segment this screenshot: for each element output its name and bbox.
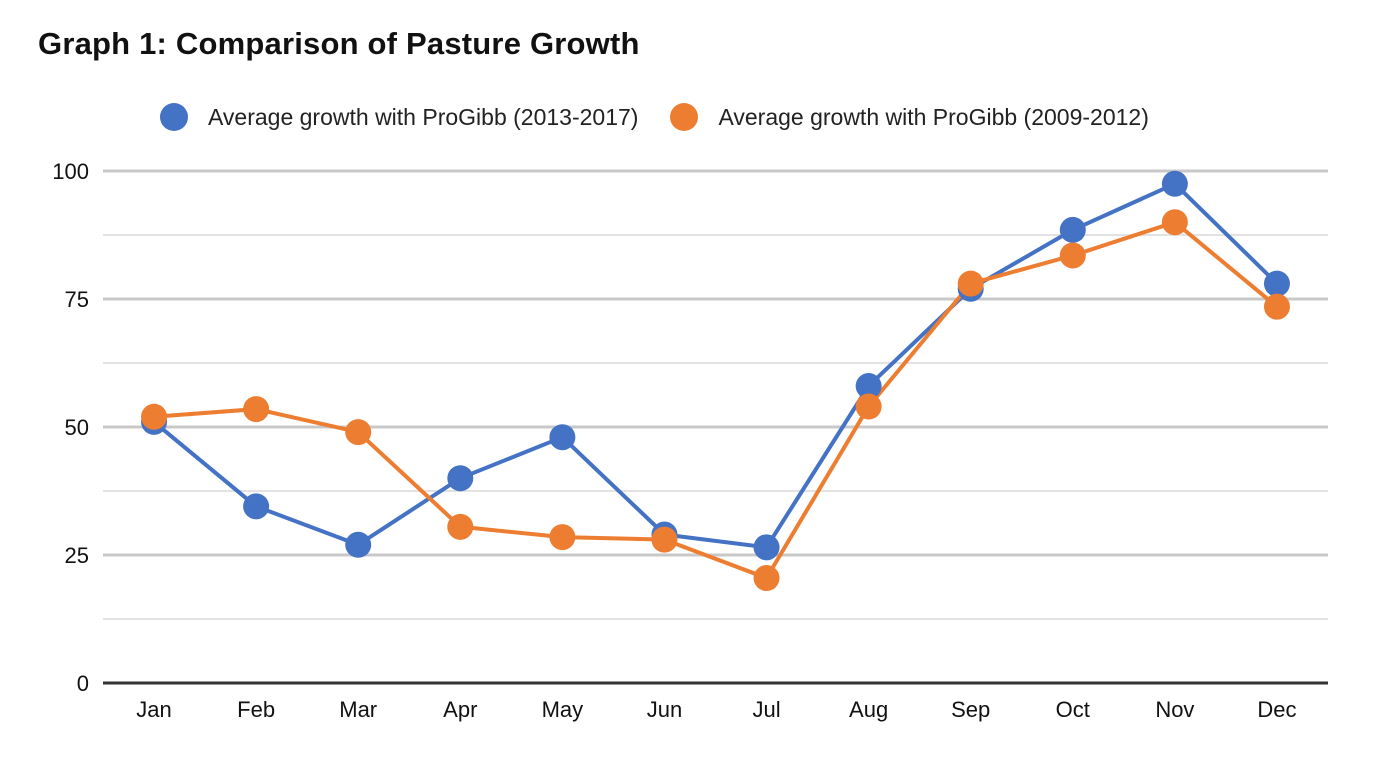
series-line-1 [152,181,1279,550]
series-2-point-dec [1263,293,1290,320]
legend-item-series-1: Average growth with ProGibb (2013-2017) [160,103,638,131]
gridlines [103,169,1328,620]
x-tick-label: Feb [237,697,275,722]
series-2-point-may [549,524,576,551]
y-tick-label: 25 [65,543,89,568]
series-2-point-mar [345,419,372,446]
series-1-point-apr [447,465,474,492]
x-tick-label: Dec [1257,697,1296,722]
x-tick-label: Jan [136,697,171,722]
series [141,170,1290,592]
axes: 0 25 50 75 100 Jan Feb Mar Apr May Jun Jul Aug Sep Oct… [52,159,1328,722]
series-1-point-may [549,424,576,451]
legend-label-series-2: Average growth with ProGibb (2009-2012) [718,103,1149,130]
legend-item-series-2: Average growth with ProGibb (2009-2012) [670,103,1149,131]
series-2-point-nov [1161,209,1188,236]
series-2-point-aug [855,393,882,420]
series-2-point-sep [957,270,984,297]
series-1-point-feb [243,493,270,520]
series-1-point-aug [855,373,882,400]
x-tick-label: Apr [443,697,477,722]
x-tick-label: Jun [647,697,682,722]
series-1-point-dec [1263,270,1290,297]
series-1-point-nov [1161,170,1188,197]
series-2-point-jun [651,526,678,553]
legend-marker-series-1 [160,103,188,131]
series-2-point-jan [141,403,168,430]
x-tick-label: Aug [849,697,888,722]
y-tick-label: 0 [77,671,89,696]
y-tick-label: 50 [65,415,89,440]
series-2-point-apr [447,513,474,540]
y-tick-label: 75 [65,287,89,312]
series-2-point-feb [243,396,270,423]
x-tick-label: Oct [1056,697,1090,722]
series-2-point-oct [1059,242,1086,269]
legend-label-series-1: Average growth with ProGibb (2013-2017) [208,103,639,130]
series-1-point-jul [753,534,780,561]
legend-marker-series-2 [670,103,699,131]
x-tick-label: Sep [951,697,990,722]
x-tick-label: Mar [339,697,377,722]
series-1-point-oct [1059,216,1086,243]
series-line-2 [153,220,1279,580]
chart-title: Graph 1: Comparison of Pasture Growth [38,26,640,61]
x-tick-label: May [542,697,584,722]
series-1-point-mar [345,531,372,558]
x-tick-label: Nov [1155,697,1194,722]
x-tick-label: Jul [752,697,780,722]
legend: Average growth with ProGibb (2013-2017) … [160,100,1181,134]
y-tick-label: 100 [52,159,89,184]
series-2-point-jul [753,565,780,592]
